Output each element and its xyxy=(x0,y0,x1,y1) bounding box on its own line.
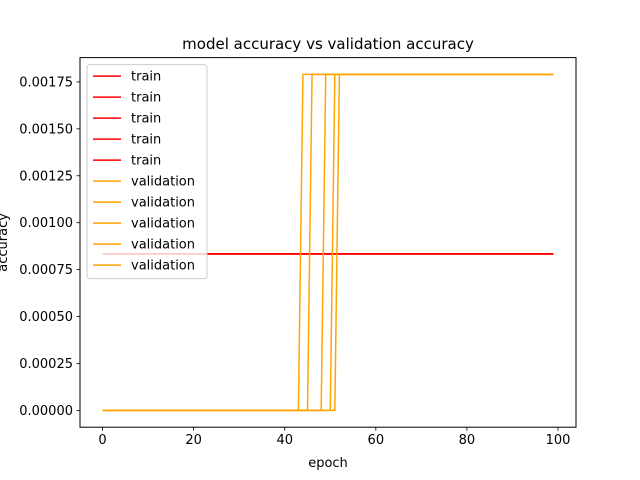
legend-entry-train: train xyxy=(131,112,161,127)
y-tick-label: 0.00075 xyxy=(19,263,73,278)
legend: train train train train train validation valid… xyxy=(86,64,208,280)
y-axis-ticks: 0.00000 0.00025 0.00050 0.00075 0.00100 0.001… xyxy=(19,75,80,419)
y-tick-label: 0.00150 xyxy=(19,122,73,137)
y-tick-label: 0.00100 xyxy=(19,216,73,231)
legend-entry-train: train xyxy=(131,154,161,169)
legend-entry-train: train xyxy=(131,91,161,106)
y-tick-label: 0.00175 xyxy=(19,75,73,90)
x-axis-ticks: 0 20 40 60 80 100 xyxy=(98,427,570,448)
y-tick-label: 0.00125 xyxy=(19,169,73,184)
x-tick-label: 20 xyxy=(185,433,202,448)
y-tick-label: 0.00000 xyxy=(19,404,73,419)
legend-entry-train: train xyxy=(131,70,161,85)
legend-entry-validation: validation xyxy=(131,175,195,190)
axes-frame xyxy=(79,57,577,428)
y-tick-label: 0.00025 xyxy=(19,357,73,372)
x-tick-label: 60 xyxy=(368,433,385,448)
y-axis-label: accuracy xyxy=(0,213,11,272)
legend-entry-train: train xyxy=(131,133,161,148)
x-axis-label: epoch xyxy=(308,456,348,471)
legend-entry-validation: validation xyxy=(131,196,195,211)
x-tick-label: 100 xyxy=(546,433,571,448)
x-tick-label: 40 xyxy=(276,433,293,448)
x-tick-label: 80 xyxy=(459,433,476,448)
series-line-validation-10 xyxy=(102,73,554,412)
legend-entry-validation: validation xyxy=(131,217,195,232)
legend-entry-validation: validation xyxy=(131,238,195,253)
legend-entry-validation: validation xyxy=(131,259,195,274)
y-tick-label: 0.00050 xyxy=(19,310,73,325)
x-tick-label: 0 xyxy=(98,433,106,448)
chart-title: model accuracy vs validation accuracy xyxy=(182,35,474,53)
